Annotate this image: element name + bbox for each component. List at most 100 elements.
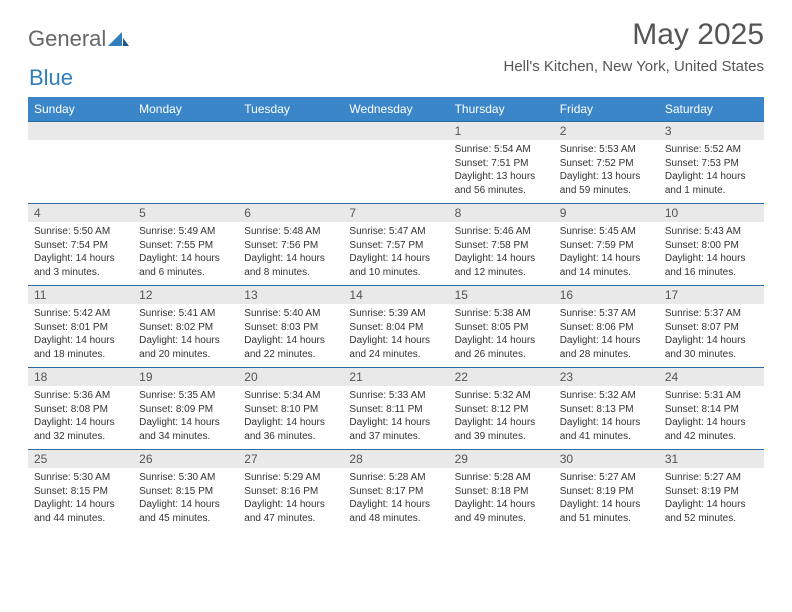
- title-block: May 2025 Hell's Kitchen, New York, Unite…: [504, 18, 765, 81]
- day-body: [238, 140, 343, 198]
- day-number: [28, 122, 133, 140]
- calendar-week-row: 1Sunrise: 5:54 AMSunset: 7:51 PMDaylight…: [28, 122, 764, 204]
- calendar-day-cell: 17Sunrise: 5:37 AMSunset: 8:07 PMDayligh…: [659, 286, 764, 368]
- calendar-day-cell: 28Sunrise: 5:28 AMSunset: 8:17 PMDayligh…: [343, 450, 448, 532]
- calendar-day-cell: 18Sunrise: 5:36 AMSunset: 8:08 PMDayligh…: [28, 368, 133, 450]
- calendar-table: SundayMondayTuesdayWednesdayThursdayFrid…: [28, 97, 764, 531]
- day-number: 12: [133, 286, 238, 304]
- day-body: Sunrise: 5:43 AMSunset: 8:00 PMDaylight:…: [659, 222, 764, 285]
- calendar-day-cell: 21Sunrise: 5:33 AMSunset: 8:11 PMDayligh…: [343, 368, 448, 450]
- calendar-day-cell: 29Sunrise: 5:28 AMSunset: 8:18 PMDayligh…: [449, 450, 554, 532]
- logo-text-blue: Blue: [29, 65, 73, 91]
- calendar-day-cell: [343, 122, 448, 204]
- day-number: [238, 122, 343, 140]
- calendar-day-cell: [28, 122, 133, 204]
- day-body: Sunrise: 5:28 AMSunset: 8:18 PMDaylight:…: [449, 468, 554, 531]
- day-number: 2: [554, 122, 659, 140]
- calendar-day-cell: 9Sunrise: 5:45 AMSunset: 7:59 PMDaylight…: [554, 204, 659, 286]
- day-number: 11: [28, 286, 133, 304]
- day-number: 25: [28, 450, 133, 468]
- day-number: 24: [659, 368, 764, 386]
- calendar-week-row: 4Sunrise: 5:50 AMSunset: 7:54 PMDaylight…: [28, 204, 764, 286]
- calendar-day-cell: 2Sunrise: 5:53 AMSunset: 7:52 PMDaylight…: [554, 122, 659, 204]
- day-number: 20: [238, 368, 343, 386]
- day-number: [133, 122, 238, 140]
- logo-text-general: General: [28, 26, 106, 52]
- day-number: 14: [343, 286, 448, 304]
- day-body: Sunrise: 5:41 AMSunset: 8:02 PMDaylight:…: [133, 304, 238, 367]
- day-header: Monday: [133, 97, 238, 122]
- calendar-day-cell: 3Sunrise: 5:52 AMSunset: 7:53 PMDaylight…: [659, 122, 764, 204]
- calendar-day-cell: [133, 122, 238, 204]
- calendar-week-row: 11Sunrise: 5:42 AMSunset: 8:01 PMDayligh…: [28, 286, 764, 368]
- day-header: Sunday: [28, 97, 133, 122]
- day-number: 13: [238, 286, 343, 304]
- calendar-day-cell: 5Sunrise: 5:49 AMSunset: 7:55 PMDaylight…: [133, 204, 238, 286]
- day-number: 29: [449, 450, 554, 468]
- day-body: Sunrise: 5:47 AMSunset: 7:57 PMDaylight:…: [343, 222, 448, 285]
- calendar-day-cell: 31Sunrise: 5:27 AMSunset: 8:19 PMDayligh…: [659, 450, 764, 532]
- day-body: Sunrise: 5:31 AMSunset: 8:14 PMDaylight:…: [659, 386, 764, 449]
- day-body: Sunrise: 5:27 AMSunset: 8:19 PMDaylight:…: [659, 468, 764, 531]
- day-body: Sunrise: 5:54 AMSunset: 7:51 PMDaylight:…: [449, 140, 554, 203]
- calendar-week-row: 18Sunrise: 5:36 AMSunset: 8:08 PMDayligh…: [28, 368, 764, 450]
- day-body: Sunrise: 5:36 AMSunset: 8:08 PMDaylight:…: [28, 386, 133, 449]
- calendar-day-cell: 22Sunrise: 5:32 AMSunset: 8:12 PMDayligh…: [449, 368, 554, 450]
- day-number: 4: [28, 204, 133, 222]
- calendar-day-cell: 25Sunrise: 5:30 AMSunset: 8:15 PMDayligh…: [28, 450, 133, 532]
- calendar-day-cell: 27Sunrise: 5:29 AMSunset: 8:16 PMDayligh…: [238, 450, 343, 532]
- calendar-day-cell: 7Sunrise: 5:47 AMSunset: 7:57 PMDaylight…: [343, 204, 448, 286]
- day-number: 22: [449, 368, 554, 386]
- day-number: 6: [238, 204, 343, 222]
- day-number: 5: [133, 204, 238, 222]
- day-body: Sunrise: 5:40 AMSunset: 8:03 PMDaylight:…: [238, 304, 343, 367]
- day-body: [133, 140, 238, 198]
- day-body: Sunrise: 5:34 AMSunset: 8:10 PMDaylight:…: [238, 386, 343, 449]
- calendar-day-cell: 10Sunrise: 5:43 AMSunset: 8:00 PMDayligh…: [659, 204, 764, 286]
- calendar-day-cell: 8Sunrise: 5:46 AMSunset: 7:58 PMDaylight…: [449, 204, 554, 286]
- day-number: 26: [133, 450, 238, 468]
- day-body: Sunrise: 5:37 AMSunset: 8:07 PMDaylight:…: [659, 304, 764, 367]
- calendar-day-cell: 26Sunrise: 5:30 AMSunset: 8:15 PMDayligh…: [133, 450, 238, 532]
- day-number: 28: [343, 450, 448, 468]
- day-body: Sunrise: 5:32 AMSunset: 8:12 PMDaylight:…: [449, 386, 554, 449]
- day-number: 18: [28, 368, 133, 386]
- day-body: Sunrise: 5:38 AMSunset: 8:05 PMDaylight:…: [449, 304, 554, 367]
- day-body: Sunrise: 5:53 AMSunset: 7:52 PMDaylight:…: [554, 140, 659, 203]
- day-body: Sunrise: 5:39 AMSunset: 8:04 PMDaylight:…: [343, 304, 448, 367]
- day-number: 19: [133, 368, 238, 386]
- day-header: Saturday: [659, 97, 764, 122]
- day-body: [343, 140, 448, 198]
- calendar-day-cell: 24Sunrise: 5:31 AMSunset: 8:14 PMDayligh…: [659, 368, 764, 450]
- day-body: Sunrise: 5:52 AMSunset: 7:53 PMDaylight:…: [659, 140, 764, 203]
- day-body: Sunrise: 5:27 AMSunset: 8:19 PMDaylight:…: [554, 468, 659, 531]
- logo-sail-icon: [108, 30, 130, 48]
- day-number: [343, 122, 448, 140]
- location-text: Hell's Kitchen, New York, United States: [504, 58, 765, 75]
- calendar-day-cell: 23Sunrise: 5:32 AMSunset: 8:13 PMDayligh…: [554, 368, 659, 450]
- day-number: 30: [554, 450, 659, 468]
- day-number: 27: [238, 450, 343, 468]
- page-title: May 2025: [504, 18, 765, 52]
- day-number: 1: [449, 122, 554, 140]
- calendar-day-cell: 16Sunrise: 5:37 AMSunset: 8:06 PMDayligh…: [554, 286, 659, 368]
- calendar-day-cell: 20Sunrise: 5:34 AMSunset: 8:10 PMDayligh…: [238, 368, 343, 450]
- day-body: Sunrise: 5:32 AMSunset: 8:13 PMDaylight:…: [554, 386, 659, 449]
- day-number: 17: [659, 286, 764, 304]
- calendar-day-cell: 15Sunrise: 5:38 AMSunset: 8:05 PMDayligh…: [449, 286, 554, 368]
- day-number: 7: [343, 204, 448, 222]
- calendar-day-cell: 13Sunrise: 5:40 AMSunset: 8:03 PMDayligh…: [238, 286, 343, 368]
- day-body: Sunrise: 5:30 AMSunset: 8:15 PMDaylight:…: [133, 468, 238, 531]
- calendar-day-cell: 19Sunrise: 5:35 AMSunset: 8:09 PMDayligh…: [133, 368, 238, 450]
- calendar-day-cell: 12Sunrise: 5:41 AMSunset: 8:02 PMDayligh…: [133, 286, 238, 368]
- logo: General: [28, 26, 130, 52]
- day-number: 9: [554, 204, 659, 222]
- day-body: Sunrise: 5:45 AMSunset: 7:59 PMDaylight:…: [554, 222, 659, 285]
- day-body: Sunrise: 5:30 AMSunset: 8:15 PMDaylight:…: [28, 468, 133, 531]
- day-body: Sunrise: 5:48 AMSunset: 7:56 PMDaylight:…: [238, 222, 343, 285]
- day-body: Sunrise: 5:35 AMSunset: 8:09 PMDaylight:…: [133, 386, 238, 449]
- day-number: 10: [659, 204, 764, 222]
- day-body: Sunrise: 5:50 AMSunset: 7:54 PMDaylight:…: [28, 222, 133, 285]
- calendar-day-cell: [238, 122, 343, 204]
- calendar-day-cell: 30Sunrise: 5:27 AMSunset: 8:19 PMDayligh…: [554, 450, 659, 532]
